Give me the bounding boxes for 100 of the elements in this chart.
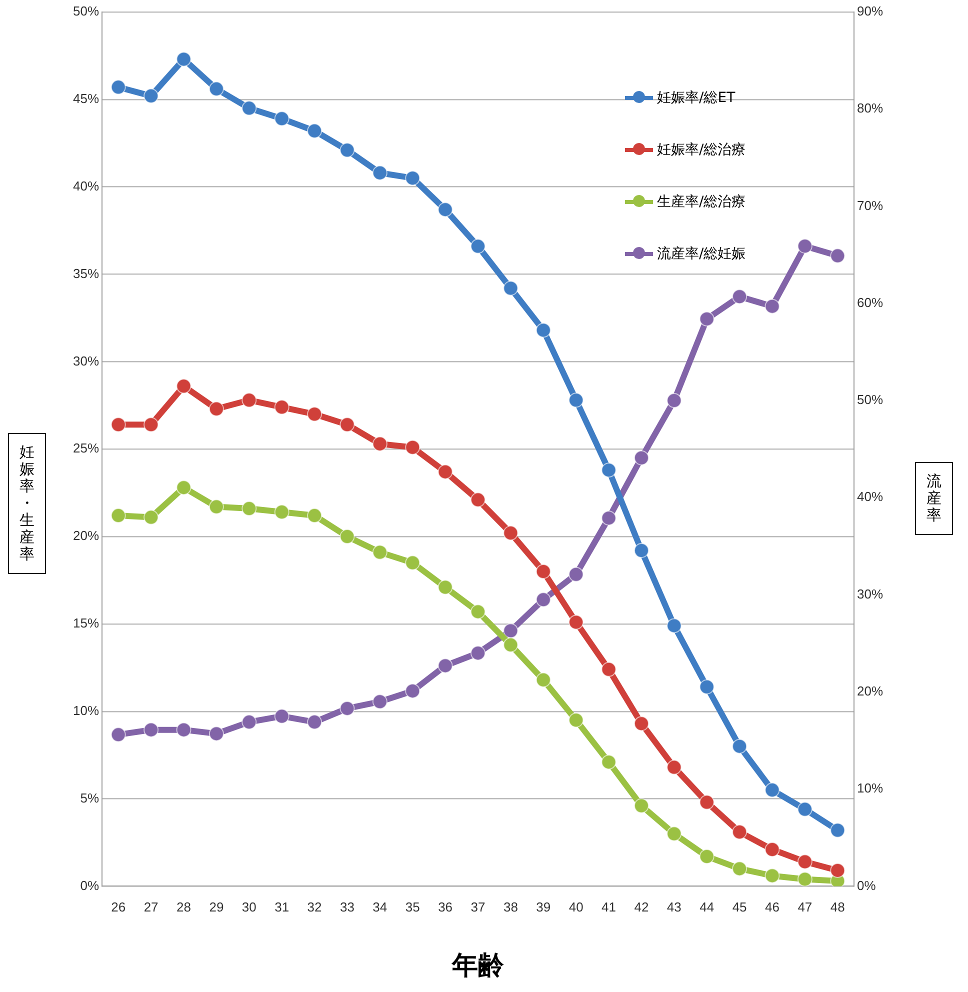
point [568, 614, 584, 630]
x-tick-label: 26 [111, 900, 126, 915]
point [438, 464, 453, 480]
x-tick-label: 28 [176, 900, 191, 915]
y2-tick-label: 70% [856, 198, 884, 213]
point [340, 700, 355, 716]
point [666, 826, 682, 842]
point [405, 170, 420, 186]
point [503, 637, 518, 652]
x-tick-label: 38 [503, 900, 518, 915]
point [470, 492, 486, 508]
y-tick-label: 20% [72, 528, 100, 544]
point [666, 618, 682, 634]
y2-tick-label: 40% [856, 489, 884, 504]
point [176, 480, 192, 496]
point [470, 646, 486, 661]
point [503, 280, 518, 296]
point [536, 592, 551, 608]
y-tick-label: 0% [80, 878, 100, 893]
point [536, 322, 551, 338]
point [144, 510, 159, 525]
x-tick-label: 43 [666, 900, 682, 915]
y-axis-title: 妊娠率・生産率 [8, 433, 46, 574]
point [764, 298, 780, 314]
x-tick-label: 36 [438, 900, 453, 915]
x-tick-label: 35 [405, 900, 420, 915]
point [307, 508, 322, 524]
point [536, 672, 551, 688]
point [830, 862, 846, 878]
point [340, 142, 355, 158]
point [634, 543, 649, 558]
x-tick-label: 30 [242, 900, 256, 915]
y-tick-label: 10% [72, 702, 100, 718]
point [340, 417, 355, 432]
point [307, 714, 322, 730]
point [208, 81, 224, 96]
x-tick-label: 29 [209, 900, 224, 915]
point [242, 714, 257, 730]
y-tick-label: 25% [72, 440, 100, 456]
point [830, 822, 846, 838]
point [503, 526, 518, 541]
y-tick-label: 35% [72, 266, 100, 281]
point [307, 406, 322, 422]
point [732, 289, 748, 304]
x-tick-label: 34 [372, 900, 388, 915]
y2-tick-label: 90% [856, 4, 884, 19]
y2-axis-title: 流産率 [915, 462, 953, 535]
y-tick-label: 40% [72, 178, 100, 194]
point [764, 868, 780, 884]
point [601, 662, 616, 677]
legend-label: 流産率/総妊娠 [657, 245, 746, 263]
x-tick-label: 27 [144, 900, 158, 915]
point [764, 782, 780, 798]
point [797, 854, 812, 870]
point [438, 658, 453, 674]
point [372, 694, 388, 710]
point [634, 450, 649, 466]
point [144, 722, 159, 738]
point [208, 499, 224, 514]
point [274, 504, 290, 520]
point [470, 238, 486, 254]
y2-tick-label: 50% [856, 392, 884, 408]
point [699, 794, 714, 810]
point [503, 623, 518, 638]
x-tick-label: 45 [732, 900, 747, 915]
x-tick-label: 33 [340, 900, 354, 915]
point [208, 726, 224, 742]
point [176, 52, 192, 67]
point [208, 401, 224, 416]
point [110, 727, 126, 742]
point [568, 712, 584, 728]
x-tick-label: 39 [536, 900, 551, 915]
point [764, 842, 780, 857]
y-tick-label: 45% [72, 91, 100, 106]
point [634, 798, 649, 814]
x-tick-label: 48 [830, 900, 845, 915]
point [797, 802, 812, 817]
x-tick-label: 47 [798, 900, 812, 915]
point [176, 722, 192, 738]
x-tick-label: 37 [470, 900, 486, 915]
point [666, 393, 682, 408]
point [732, 738, 748, 754]
x-tick-label: 40 [568, 900, 584, 915]
y2-tick-label: 20% [856, 684, 884, 699]
x-tick-label: 46 [765, 900, 780, 915]
y-tick-label: 5% [80, 790, 100, 806]
legend-label: 生産率/総治療 [657, 193, 746, 211]
legend-label: 妊娠率/総ET [657, 89, 736, 107]
point [830, 248, 846, 264]
y2-tick-label: 10% [856, 780, 884, 796]
y-tick-label: 50% [72, 4, 100, 19]
point [110, 80, 126, 95]
point [601, 754, 616, 770]
point [144, 417, 159, 432]
y2-tick-label: 30% [856, 586, 884, 602]
point [405, 683, 420, 698]
y2-tick-label: 60% [856, 294, 884, 310]
point [274, 708, 290, 724]
x-axis-title: 年齢 [451, 951, 505, 982]
x-tick-label: 41 [602, 900, 616, 915]
